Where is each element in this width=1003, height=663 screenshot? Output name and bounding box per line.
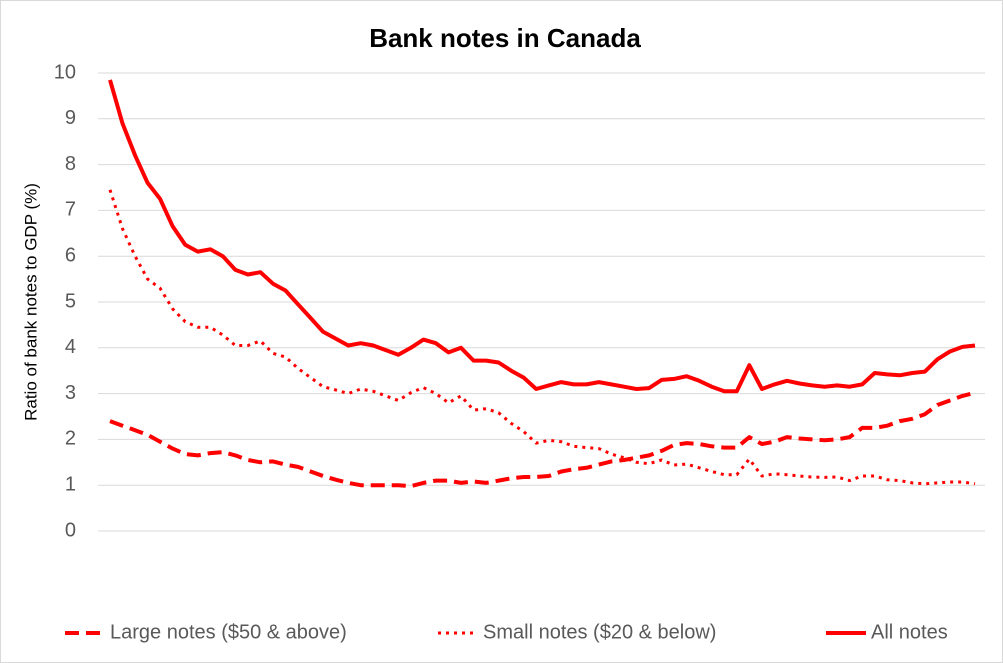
y-tick-label: 1 bbox=[65, 473, 76, 495]
y-tick-label: 6 bbox=[65, 244, 76, 266]
chart-title: Bank notes in Canada bbox=[369, 23, 641, 53]
y-axis-label: Ratio of bank notes to GDP (%) bbox=[21, 183, 40, 421]
line-series bbox=[108, 79, 976, 394]
y-tick-label: 9 bbox=[65, 107, 76, 129]
y-tick-label: 4 bbox=[65, 336, 76, 358]
y-tick-label: 8 bbox=[65, 153, 76, 175]
line-series bbox=[109, 390, 976, 489]
legend-label: Large notes ($50 & above) bbox=[110, 621, 347, 643]
legend-label: All notes bbox=[871, 621, 948, 643]
legend-label: Small notes ($20 & below) bbox=[483, 621, 716, 643]
y-tick-label: 5 bbox=[65, 290, 76, 312]
y-tick-label: 2 bbox=[65, 428, 76, 450]
y-tick-label: 0 bbox=[65, 519, 76, 541]
y-tick-label: 10 bbox=[54, 61, 76, 83]
y-tick-label: 3 bbox=[65, 382, 76, 404]
y-tick-label: 7 bbox=[65, 199, 76, 221]
